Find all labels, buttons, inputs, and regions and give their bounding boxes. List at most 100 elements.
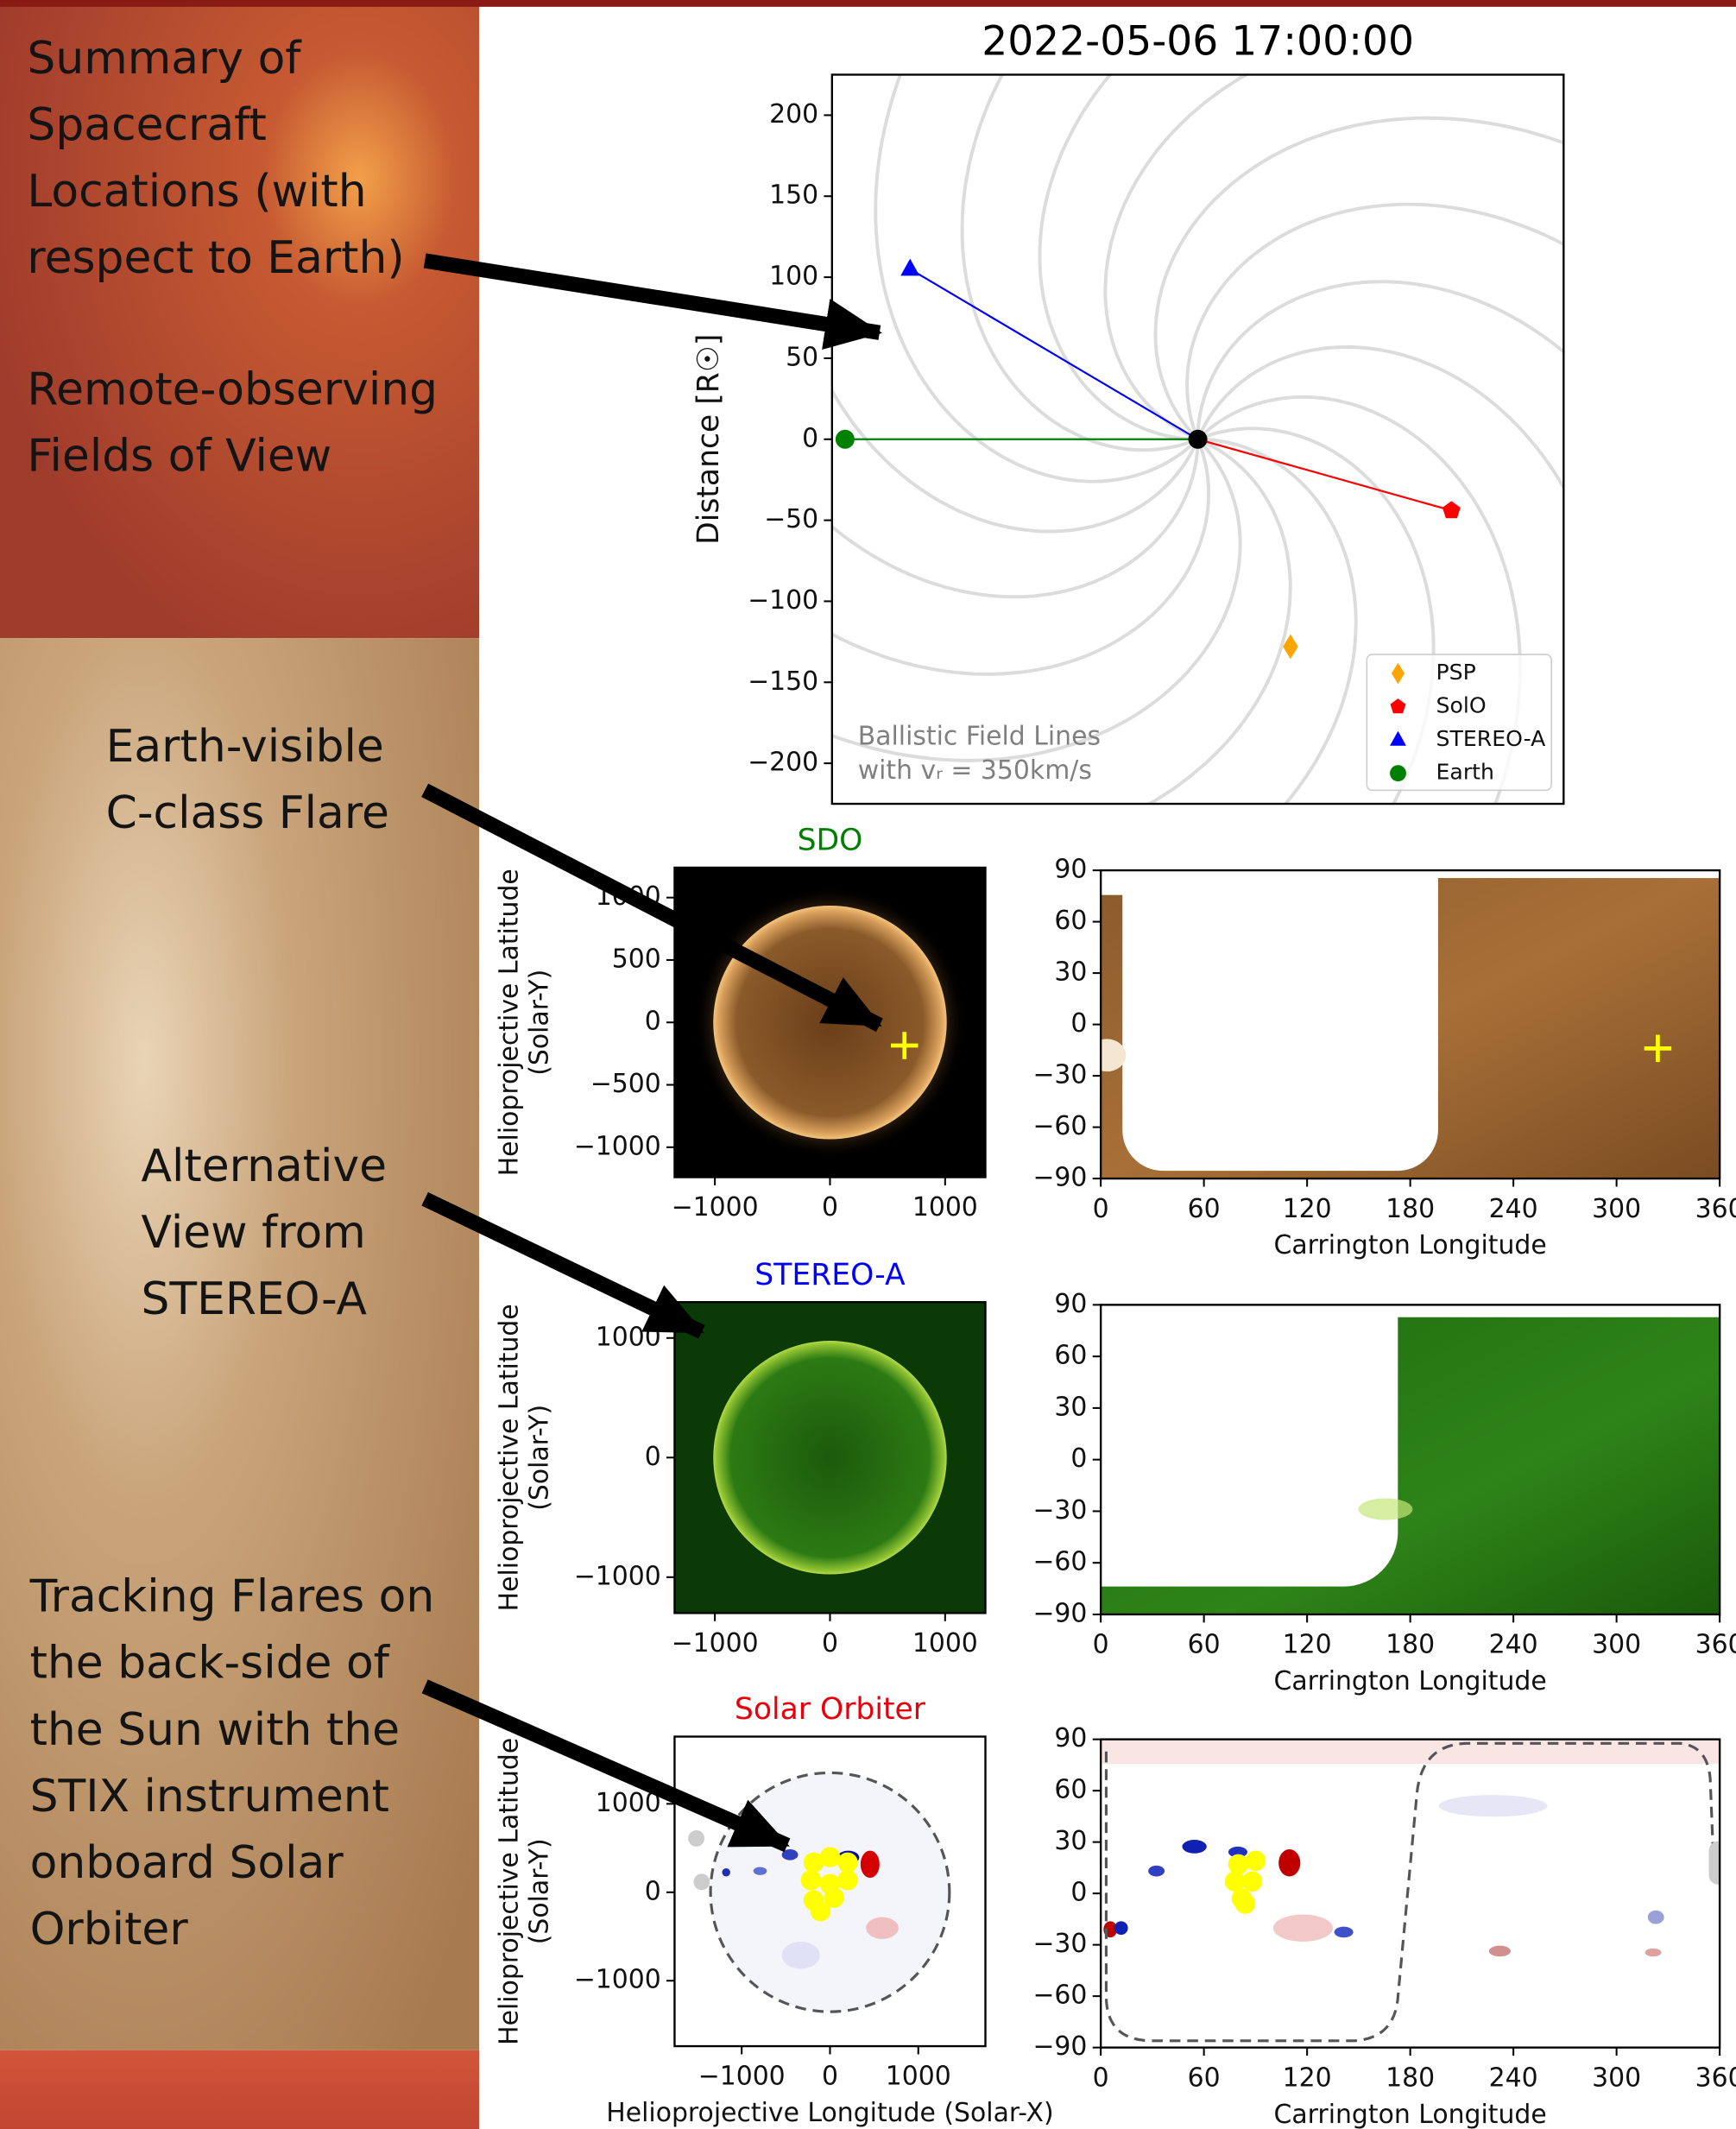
bright-region xyxy=(1088,1039,1126,1071)
y-tick-label: 90 xyxy=(1054,855,1087,885)
x-tick-label: 60 xyxy=(1188,2063,1221,2093)
field-line xyxy=(1039,0,1712,439)
x-tick-label: 1000 xyxy=(912,1192,978,1222)
annotation-text: Orbiter xyxy=(30,1904,189,1955)
x-tick-label: 60 xyxy=(1188,1630,1221,1660)
field-line xyxy=(783,0,1198,532)
y-tick-label: −90 xyxy=(1032,2031,1087,2062)
y-axis-label: Helioprojective Latitude xyxy=(495,1304,525,1611)
magnetic-region xyxy=(1273,1915,1333,1942)
y-tick-label: 0 xyxy=(1070,1444,1087,1474)
x-axis-label: Carrington Longitude xyxy=(1274,2100,1547,2129)
x-tick-label: 300 xyxy=(1592,2063,1641,2093)
y-tick-label: 60 xyxy=(1054,906,1087,936)
plot-annotation: Ballistic Field Lines xyxy=(858,721,1101,751)
plot-area xyxy=(674,1302,985,1613)
x-tick-label: 240 xyxy=(1489,2063,1538,2093)
x-axis-label: Carrington Longitude xyxy=(1274,1230,1547,1260)
x-tick-label: −1000 xyxy=(698,2062,786,2092)
x-tick-label: −1000 xyxy=(672,1628,759,1658)
annotation-text: Remote-observing xyxy=(27,364,438,416)
annotation-text: respect to Earth) xyxy=(27,232,404,284)
plot-area xyxy=(674,1736,985,2046)
solar-disk xyxy=(713,1341,946,1575)
annotation-text: STIX instrument xyxy=(30,1771,389,1823)
annotation-text: STEREO-A xyxy=(142,1273,368,1325)
y-tick-label: 150 xyxy=(769,180,818,211)
chart-panel: 9060300−30−60−90060120180240300360Carrin… xyxy=(1032,1723,1736,2129)
field-line xyxy=(551,439,1291,853)
y-axis-label: Helioprojective Latitude xyxy=(495,1738,525,2045)
flare-location xyxy=(811,1901,831,1922)
y-axis-label: (Solar-Y) xyxy=(524,1405,554,1511)
y-tick-label: 0 xyxy=(645,1442,661,1472)
y-tick-label: −60 xyxy=(1032,1111,1087,1141)
page-body: {"annotations": {"groups": [ ["Summary o… xyxy=(0,0,1736,2129)
x-tick-label: 120 xyxy=(1283,1194,1332,1224)
x-tick-label: 180 xyxy=(1386,1630,1435,1660)
y-tick-label: 200 xyxy=(769,99,818,130)
x-tick-label: 1000 xyxy=(912,1628,978,1658)
magnetic-region xyxy=(866,1917,899,1939)
y-axis-label: Distance [R☉] xyxy=(691,334,726,545)
y-tick-label: −60 xyxy=(1032,1547,1087,1577)
y-tick-label: −500 xyxy=(590,1069,661,1099)
figure: 200150100500−50−100−150−2002022-05-06 17… xyxy=(0,0,1736,2129)
field-line xyxy=(1198,281,1711,951)
x-tick-label: 60 xyxy=(1188,1194,1221,1224)
y-tick-label: 0 xyxy=(1070,1008,1087,1039)
y-tick-label: −90 xyxy=(1032,1598,1087,1628)
y-tick-label: 30 xyxy=(1054,957,1087,988)
flare-location xyxy=(1242,1871,1263,1892)
chart-title: Solar Orbiter xyxy=(735,1692,926,1727)
flare-location xyxy=(837,1870,858,1891)
x-tick-label: 240 xyxy=(1489,1194,1538,1224)
bright-region xyxy=(1359,1498,1413,1519)
flare-location xyxy=(820,1847,841,1867)
legend-label: SolO xyxy=(1436,693,1487,718)
y-tick-label: 50 xyxy=(786,342,818,372)
solar-disk xyxy=(713,906,946,1140)
x-tick-label: 300 xyxy=(1592,1630,1641,1660)
magnetic-region xyxy=(1148,1866,1165,1877)
magnetic-region xyxy=(1439,1795,1548,1816)
y-axis-label: (Solar-Y) xyxy=(524,970,554,1076)
annotation-text: View from xyxy=(142,1207,366,1259)
page: html, body { margin: 0; padding: 0; widt… xyxy=(0,0,1736,2129)
annotation-text: the back-side of xyxy=(30,1638,391,1690)
legend-label: PSP xyxy=(1436,660,1476,685)
x-tick-label: 120 xyxy=(1283,1630,1332,1660)
y-tick-label: −60 xyxy=(1032,1981,1087,2011)
magnetic-region xyxy=(1489,1946,1511,1957)
limb-point xyxy=(1709,1842,1728,1885)
x-tick-label: 0 xyxy=(1093,1194,1109,1224)
annotation-text: Fields of View xyxy=(27,431,331,483)
annotation-text: Alternative xyxy=(142,1140,388,1192)
magnetic-region xyxy=(1182,1840,1206,1854)
annotation-text: the Sun with the xyxy=(30,1704,400,1756)
x-tick-label: 0 xyxy=(822,2062,838,2092)
y-tick-label: 30 xyxy=(1054,1826,1087,1856)
flare-location xyxy=(1235,1893,1256,1914)
connection-line xyxy=(1198,439,1452,511)
magnetic-region xyxy=(754,1867,767,1874)
chart-title: SDO xyxy=(798,824,863,858)
x-tick-label: 180 xyxy=(1386,1194,1435,1224)
plot-area xyxy=(1101,1740,1727,2048)
flare-location xyxy=(1246,1851,1266,1872)
flare-location xyxy=(837,1853,858,1873)
y-tick-label: 500 xyxy=(612,944,661,974)
x-tick-label: 120 xyxy=(1283,2063,1332,2093)
y-tick-label: 1000 xyxy=(596,1322,661,1352)
x-tick-label: 0 xyxy=(822,1192,838,1222)
y-tick-label: −30 xyxy=(1032,1060,1087,1090)
left-panel-top xyxy=(0,0,479,638)
top-strip xyxy=(0,0,1736,7)
magnetic-region xyxy=(1645,1949,1662,1956)
data-point xyxy=(900,259,919,276)
map-blank xyxy=(1379,1305,1720,1317)
y-tick-label: 0 xyxy=(645,1876,661,1906)
flare-location xyxy=(801,1870,822,1891)
magnetic-region xyxy=(1278,1849,1300,1876)
